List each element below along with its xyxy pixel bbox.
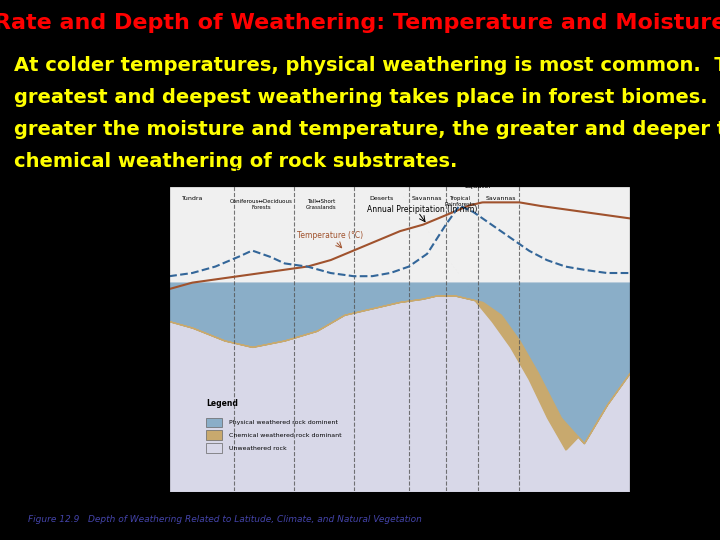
Text: Annual Precipitation (In mm): Annual Precipitation (In mm) — [367, 205, 478, 214]
Text: Coniferous↔Deciduous
Forests: Coniferous↔Deciduous Forests — [230, 199, 293, 210]
Text: Rate and Depth of Weathering: Temperature and Moisture: Rate and Depth of Weathering: Temperatur… — [0, 13, 720, 33]
Text: greater the moisture and temperature, the greater and deeper the: greater the moisture and temperature, th… — [14, 120, 720, 139]
Text: Legend: Legend — [206, 399, 238, 408]
Text: Figure 12.9   Depth of Weathering Related to Latitude, Climate, and Natural Vege: Figure 12.9 Depth of Weathering Related … — [28, 515, 422, 524]
Text: Unweathered rock: Unweathered rock — [229, 446, 287, 450]
Text: Deserts: Deserts — [369, 196, 393, 201]
Text: Physical weathered rock dominent: Physical weathered rock dominent — [229, 420, 338, 425]
Text: Tundra: Tundra — [181, 196, 203, 201]
Text: At colder temperatures, physical weathering is most common.  The: At colder temperatures, physical weather… — [14, 57, 720, 76]
Text: Chemical weathered rock dominant: Chemical weathered rock dominant — [229, 433, 342, 438]
Text: Tropical
Rainforests: Tropical Rainforests — [444, 196, 475, 207]
Bar — [206, 417, 222, 427]
Text: Savannas: Savannas — [486, 196, 516, 201]
Y-axis label: Temperature (0°C): Temperature (0°C) — [138, 300, 146, 378]
Y-axis label: Precipitation (mm): Precipitation (mm) — [664, 300, 672, 378]
Text: greatest and deepest weathering takes place in forest biomes.  The: greatest and deepest weathering takes pl… — [14, 88, 720, 107]
Bar — [206, 430, 222, 440]
Text: chemical weathering of rock substrates.: chemical weathering of rock substrates. — [14, 152, 458, 171]
Text: Savannas: Savannas — [412, 196, 443, 201]
Bar — [206, 443, 222, 453]
Text: Temperature (°C): Temperature (°C) — [297, 231, 364, 240]
Text: Equator: Equator — [464, 183, 492, 189]
Text: Tall↔Short
Grasslands: Tall↔Short Grasslands — [306, 199, 336, 210]
